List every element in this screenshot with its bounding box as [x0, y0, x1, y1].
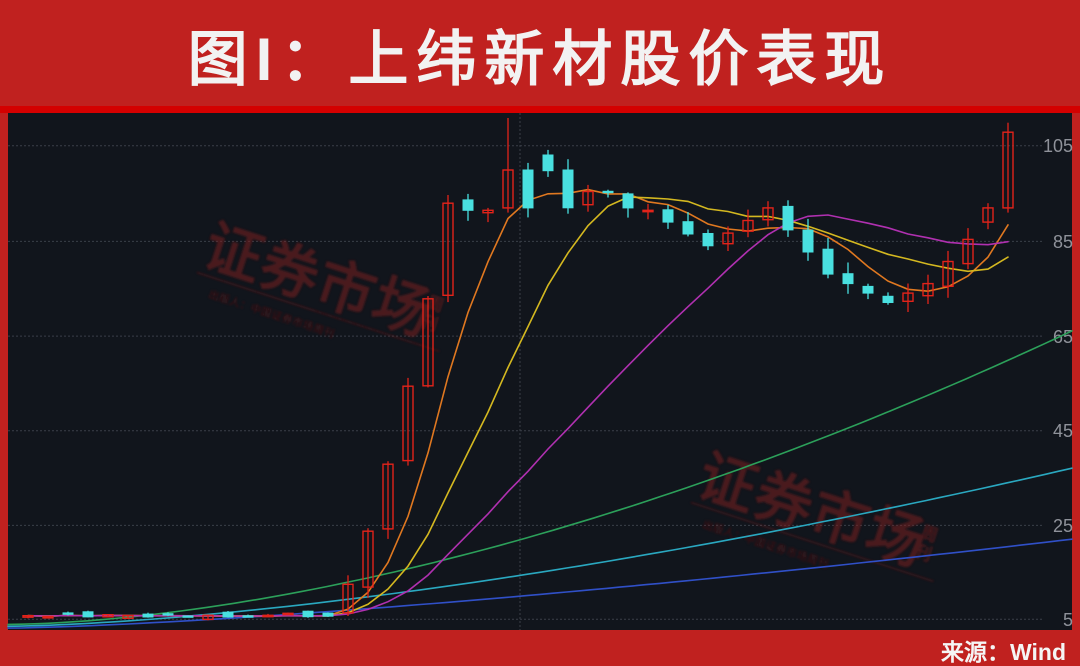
svg-text:25: 25 — [1053, 516, 1073, 536]
svg-text:5: 5 — [1063, 610, 1073, 630]
svg-text:45: 45 — [1053, 421, 1073, 441]
svg-text:85: 85 — [1053, 232, 1073, 252]
svg-text:105: 105 — [1043, 136, 1073, 156]
svg-text:65: 65 — [1053, 327, 1073, 347]
